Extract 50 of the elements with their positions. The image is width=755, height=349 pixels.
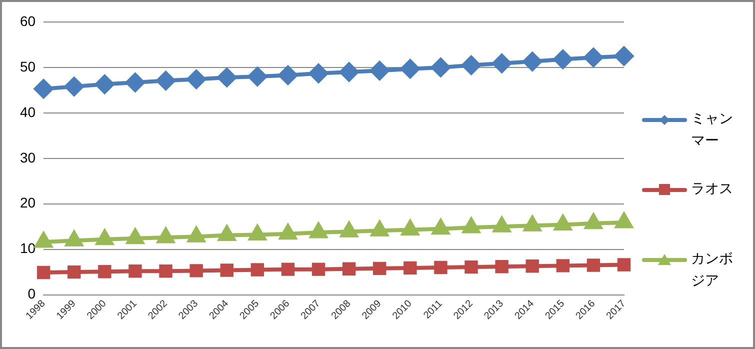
point bbox=[250, 263, 264, 276]
point bbox=[584, 48, 603, 67]
y-tick-label: 10 bbox=[20, 240, 36, 256]
point bbox=[98, 265, 112, 278]
point bbox=[404, 261, 417, 275]
point bbox=[159, 264, 172, 278]
point bbox=[522, 52, 542, 72]
point bbox=[186, 70, 206, 89]
point bbox=[586, 258, 600, 272]
point bbox=[128, 264, 142, 278]
point bbox=[220, 264, 234, 277]
point bbox=[36, 266, 50, 280]
point bbox=[64, 77, 84, 96]
point bbox=[248, 67, 267, 86]
point bbox=[462, 56, 481, 75]
point bbox=[492, 54, 512, 73]
point bbox=[526, 260, 539, 273]
point bbox=[278, 66, 298, 85]
point bbox=[340, 62, 359, 82]
y-tick-label: 30 bbox=[20, 149, 36, 166]
point bbox=[431, 58, 450, 77]
point bbox=[373, 262, 386, 276]
point bbox=[156, 71, 176, 90]
legend-label: カンボジア bbox=[691, 250, 734, 291]
point bbox=[68, 265, 81, 279]
point bbox=[190, 264, 203, 278]
point bbox=[553, 50, 572, 69]
point bbox=[495, 260, 508, 274]
point bbox=[342, 262, 356, 276]
point bbox=[464, 260, 478, 274]
legend-label: ミャンマー bbox=[691, 110, 734, 151]
point bbox=[281, 262, 295, 276]
point bbox=[556, 259, 570, 272]
point bbox=[617, 258, 631, 272]
y-tick-label: 20 bbox=[20, 194, 36, 211]
point bbox=[309, 64, 328, 83]
point bbox=[370, 61, 390, 80]
point bbox=[126, 72, 145, 92]
point bbox=[217, 68, 236, 87]
point bbox=[34, 79, 54, 98]
y-tick-label: 50 bbox=[20, 58, 36, 74]
point bbox=[400, 59, 420, 78]
point bbox=[95, 74, 114, 94]
y-tick-label: 60 bbox=[20, 12, 36, 29]
legend-label: ラオス bbox=[691, 180, 734, 199]
point bbox=[614, 46, 634, 66]
y-tick-label: 40 bbox=[20, 104, 36, 120]
y-tick-label: 0 bbox=[28, 286, 36, 302]
point bbox=[312, 262, 326, 276]
point bbox=[434, 260, 448, 274]
